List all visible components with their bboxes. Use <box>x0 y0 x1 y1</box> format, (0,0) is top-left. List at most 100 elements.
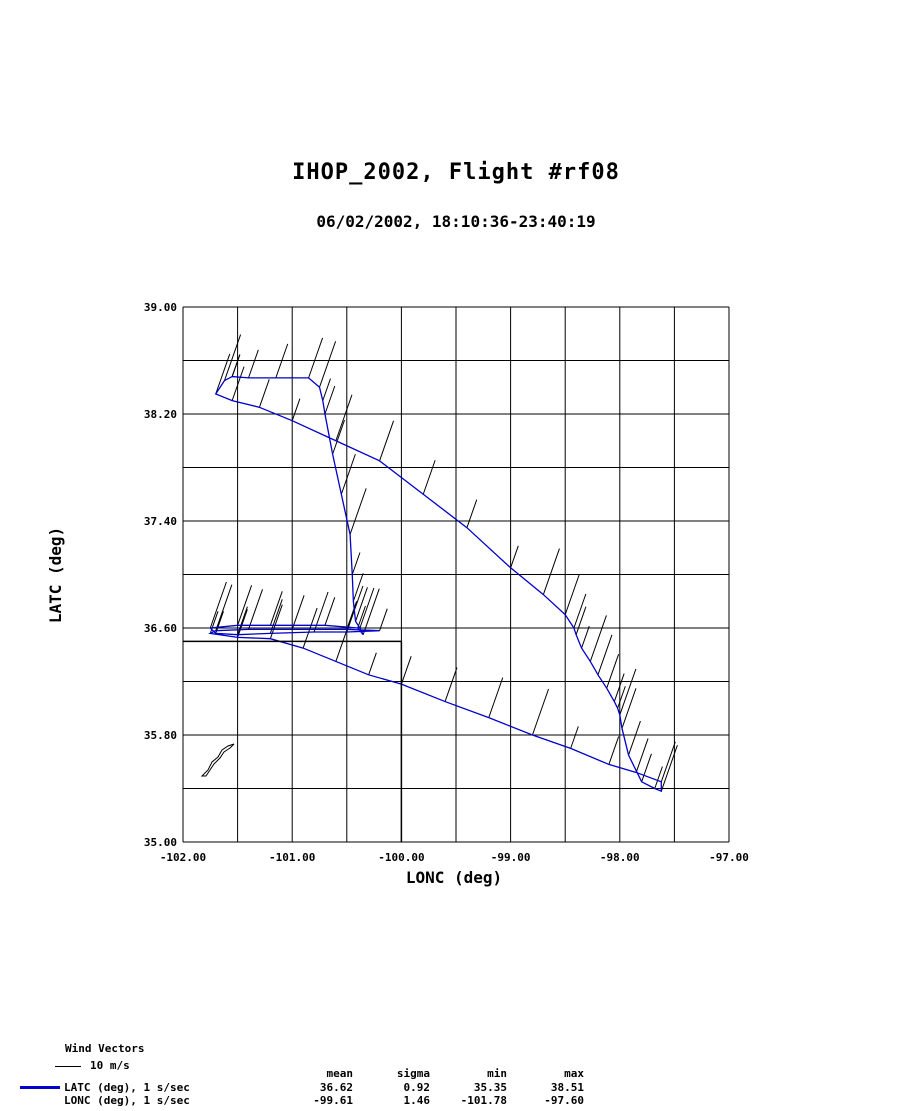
wind-vector <box>628 720 641 756</box>
latc-legend-label: LATC (deg), 1 s/sec <box>64 1081 190 1094</box>
wind-vector <box>466 499 478 528</box>
wind-vector <box>581 625 590 649</box>
wind-vector <box>660 741 676 782</box>
wind-vector <box>641 753 652 782</box>
wind-scale-label: 10 m/s <box>90 1059 130 1072</box>
wind-vector <box>422 460 436 495</box>
wind-vector <box>269 599 283 634</box>
y-tick-label: 36.60 <box>144 622 177 635</box>
wind-vector <box>379 420 395 461</box>
x-axis-label: LONC (deg) <box>406 868 502 887</box>
wind-vector <box>291 398 301 421</box>
lonc-min: -101.78 <box>460 1094 507 1107</box>
y-axis-label: LATC (deg) <box>46 527 65 623</box>
wind-vector <box>215 353 231 395</box>
wind-vector <box>359 587 375 629</box>
lonc-max: -97.60 <box>544 1094 584 1107</box>
wind-vector <box>224 334 242 381</box>
y-tick-label: 35.80 <box>144 729 177 742</box>
lonc-legend-label: LONC (deg), 1 s/sec <box>64 1094 190 1107</box>
chart-subtitle: 06/02/2002, 18:10:36-23:40:19 <box>316 212 596 231</box>
wind-vector <box>231 354 241 377</box>
wind-vectors-label: Wind Vectors <box>65 1042 145 1055</box>
flight-track-line <box>208 375 662 793</box>
wind-vector <box>621 688 637 729</box>
wind-vector <box>258 379 270 408</box>
wind-vector <box>613 673 625 702</box>
wind-vector <box>608 736 620 765</box>
wind-vector <box>308 337 324 379</box>
wind-vector <box>617 686 626 709</box>
x-tick-label: -97.00 <box>709 851 749 864</box>
wind-vector <box>355 587 368 622</box>
wind-vector <box>231 366 245 401</box>
stats-header-mean: mean <box>326 1067 354 1080</box>
latc-min: 35.35 <box>473 1081 507 1094</box>
wind-vector <box>335 615 353 662</box>
lonc-mean: -99.61 <box>313 1094 353 1107</box>
wind-vector <box>542 548 560 595</box>
wind-vector <box>335 394 353 441</box>
wind-vector <box>660 745 678 792</box>
y-tick-label: 39.00 <box>144 301 177 314</box>
wind-vector <box>351 552 361 575</box>
x-tick-label: -102.00 <box>160 851 206 864</box>
wind-vector <box>275 343 289 379</box>
wind-vector <box>589 615 607 662</box>
stats-header-sigma: sigma <box>396 1067 430 1080</box>
wind-vector <box>379 608 388 631</box>
wind-vector <box>340 454 356 495</box>
wind-vector <box>635 738 649 773</box>
wind-vector <box>564 574 580 615</box>
y-tick-label: 38.20 <box>144 408 177 421</box>
latc-legend-swatch <box>20 1086 60 1089</box>
wind-vector <box>510 545 519 568</box>
wind-vector <box>237 585 253 626</box>
wind-vector <box>400 656 412 685</box>
x-tick-label: -100.00 <box>378 851 424 864</box>
wind-vector <box>324 385 336 415</box>
y-tick-label: 35.00 <box>144 836 177 849</box>
wind-vector <box>606 654 620 689</box>
wind-vector <box>362 588 380 635</box>
wind-vector <box>531 688 550 736</box>
boundary-line <box>183 640 403 842</box>
wind-vector <box>357 605 366 629</box>
y-tick-label: 37.40 <box>144 515 177 528</box>
x-tick-label: -101.00 <box>269 851 315 864</box>
wind-vector <box>248 349 259 379</box>
latc-sigma: 0.92 <box>403 1081 431 1094</box>
wind-vector <box>570 726 579 749</box>
chart-title: IHOP_2002, Flight #rf08 <box>292 160 620 185</box>
latc-mean: 36.62 <box>319 1081 353 1094</box>
wind-vector <box>291 595 305 630</box>
wind-vector <box>209 581 227 629</box>
wind-vector <box>322 378 331 401</box>
wind-vector <box>319 341 337 388</box>
wind-vector <box>237 609 248 638</box>
wind-vector <box>573 593 587 629</box>
wind-vector <box>215 584 233 631</box>
stats-header-max: max <box>564 1067 584 1080</box>
lake-outline <box>200 743 235 777</box>
latc-max: 38.51 <box>550 1081 584 1094</box>
wind-vector <box>248 589 263 630</box>
wind-vector <box>597 634 613 675</box>
wind-vector <box>215 611 224 634</box>
x-tick-label: -99.00 <box>491 851 531 864</box>
wind-vector <box>619 668 637 716</box>
x-tick-label: -98.00 <box>600 851 640 864</box>
wind-vector <box>368 652 377 675</box>
wind-vector <box>488 677 504 718</box>
wind-vector <box>654 766 663 789</box>
wind-vector <box>444 667 458 702</box>
wind-vector <box>349 488 367 535</box>
wind-vector <box>324 597 336 626</box>
wind-vector <box>575 606 587 635</box>
wind-vector <box>352 573 364 602</box>
wind-vector <box>269 591 283 626</box>
lonc-sigma: 1.46 <box>403 1094 431 1107</box>
wind-scale-line <box>55 1066 81 1067</box>
wind-vector <box>332 419 345 455</box>
